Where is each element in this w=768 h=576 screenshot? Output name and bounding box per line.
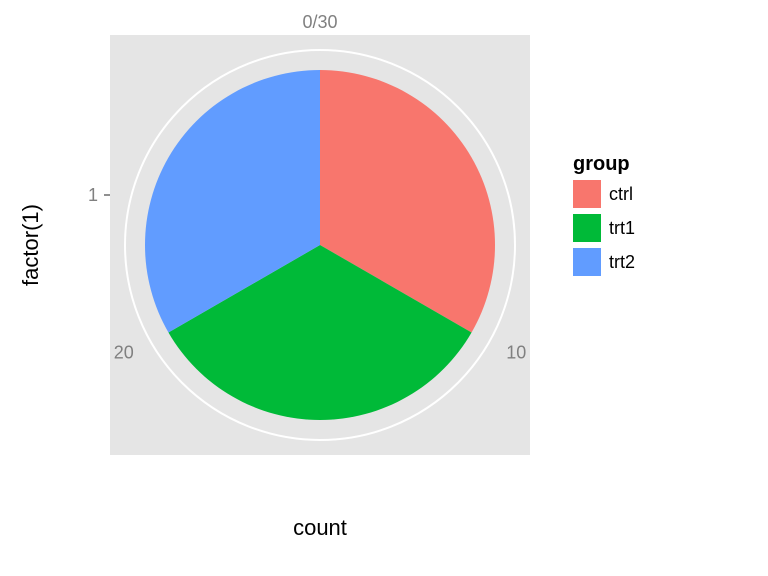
legend-label-trt2: trt2 bbox=[609, 252, 635, 272]
legend-swatch-trt2 bbox=[573, 248, 601, 276]
legend-title: group bbox=[573, 153, 630, 175]
angular-tick-label-0: 0/30 bbox=[302, 12, 337, 32]
legend-label-ctrl: ctrl bbox=[609, 184, 633, 204]
legend-item-trt1: trt1 bbox=[573, 214, 635, 242]
legend-label-trt1: trt1 bbox=[609, 218, 635, 238]
chart-canvas: 0/30 10 20 1 factor(1) count group ctrl trt1 trt2 bbox=[0, 0, 768, 576]
legend-item-trt2: trt2 bbox=[573, 248, 635, 276]
plot-panel: 0/30 10 20 bbox=[104, 12, 530, 455]
y-axis-title: factor(1) bbox=[18, 204, 43, 286]
legend: group ctrl trt1 trt2 bbox=[573, 153, 635, 276]
legend-swatch-trt1 bbox=[573, 214, 601, 242]
angular-tick-label-1: 10 bbox=[506, 343, 526, 363]
x-axis-title: count bbox=[293, 515, 347, 540]
legend-swatch-ctrl bbox=[573, 180, 601, 208]
angular-tick-label-2: 20 bbox=[114, 343, 134, 363]
legend-item-ctrl: ctrl bbox=[573, 180, 633, 208]
radial-tick-label-0: 1 bbox=[88, 185, 98, 205]
